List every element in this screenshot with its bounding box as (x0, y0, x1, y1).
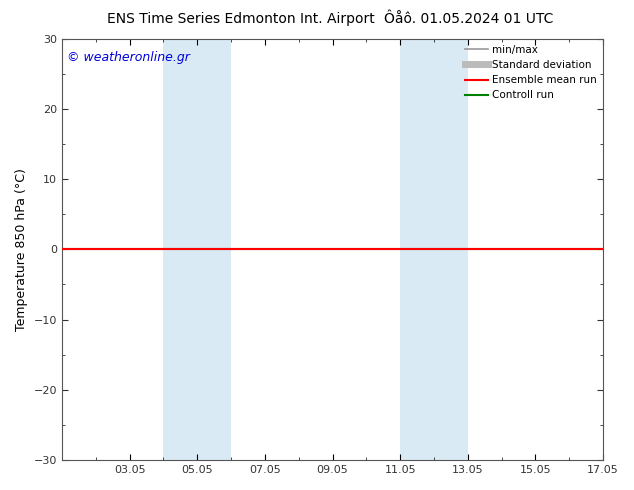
Y-axis label: Temperature 850 hPa (°C): Temperature 850 hPa (°C) (15, 168, 28, 331)
Bar (164, 39, 231, 460)
Text: © weatheronline.gr: © weatheronline.gr (67, 51, 190, 64)
Bar (400, 39, 468, 460)
Legend: min/max, Standard deviation, Ensemble mean run, Controll run: min/max, Standard deviation, Ensemble me… (461, 41, 601, 105)
Text: Ôåô. 01.05.2024 01 UTC: Ôåô. 01.05.2024 01 UTC (384, 12, 554, 26)
Text: ENS Time Series Edmonton Int. Airport: ENS Time Series Edmonton Int. Airport (107, 12, 375, 26)
